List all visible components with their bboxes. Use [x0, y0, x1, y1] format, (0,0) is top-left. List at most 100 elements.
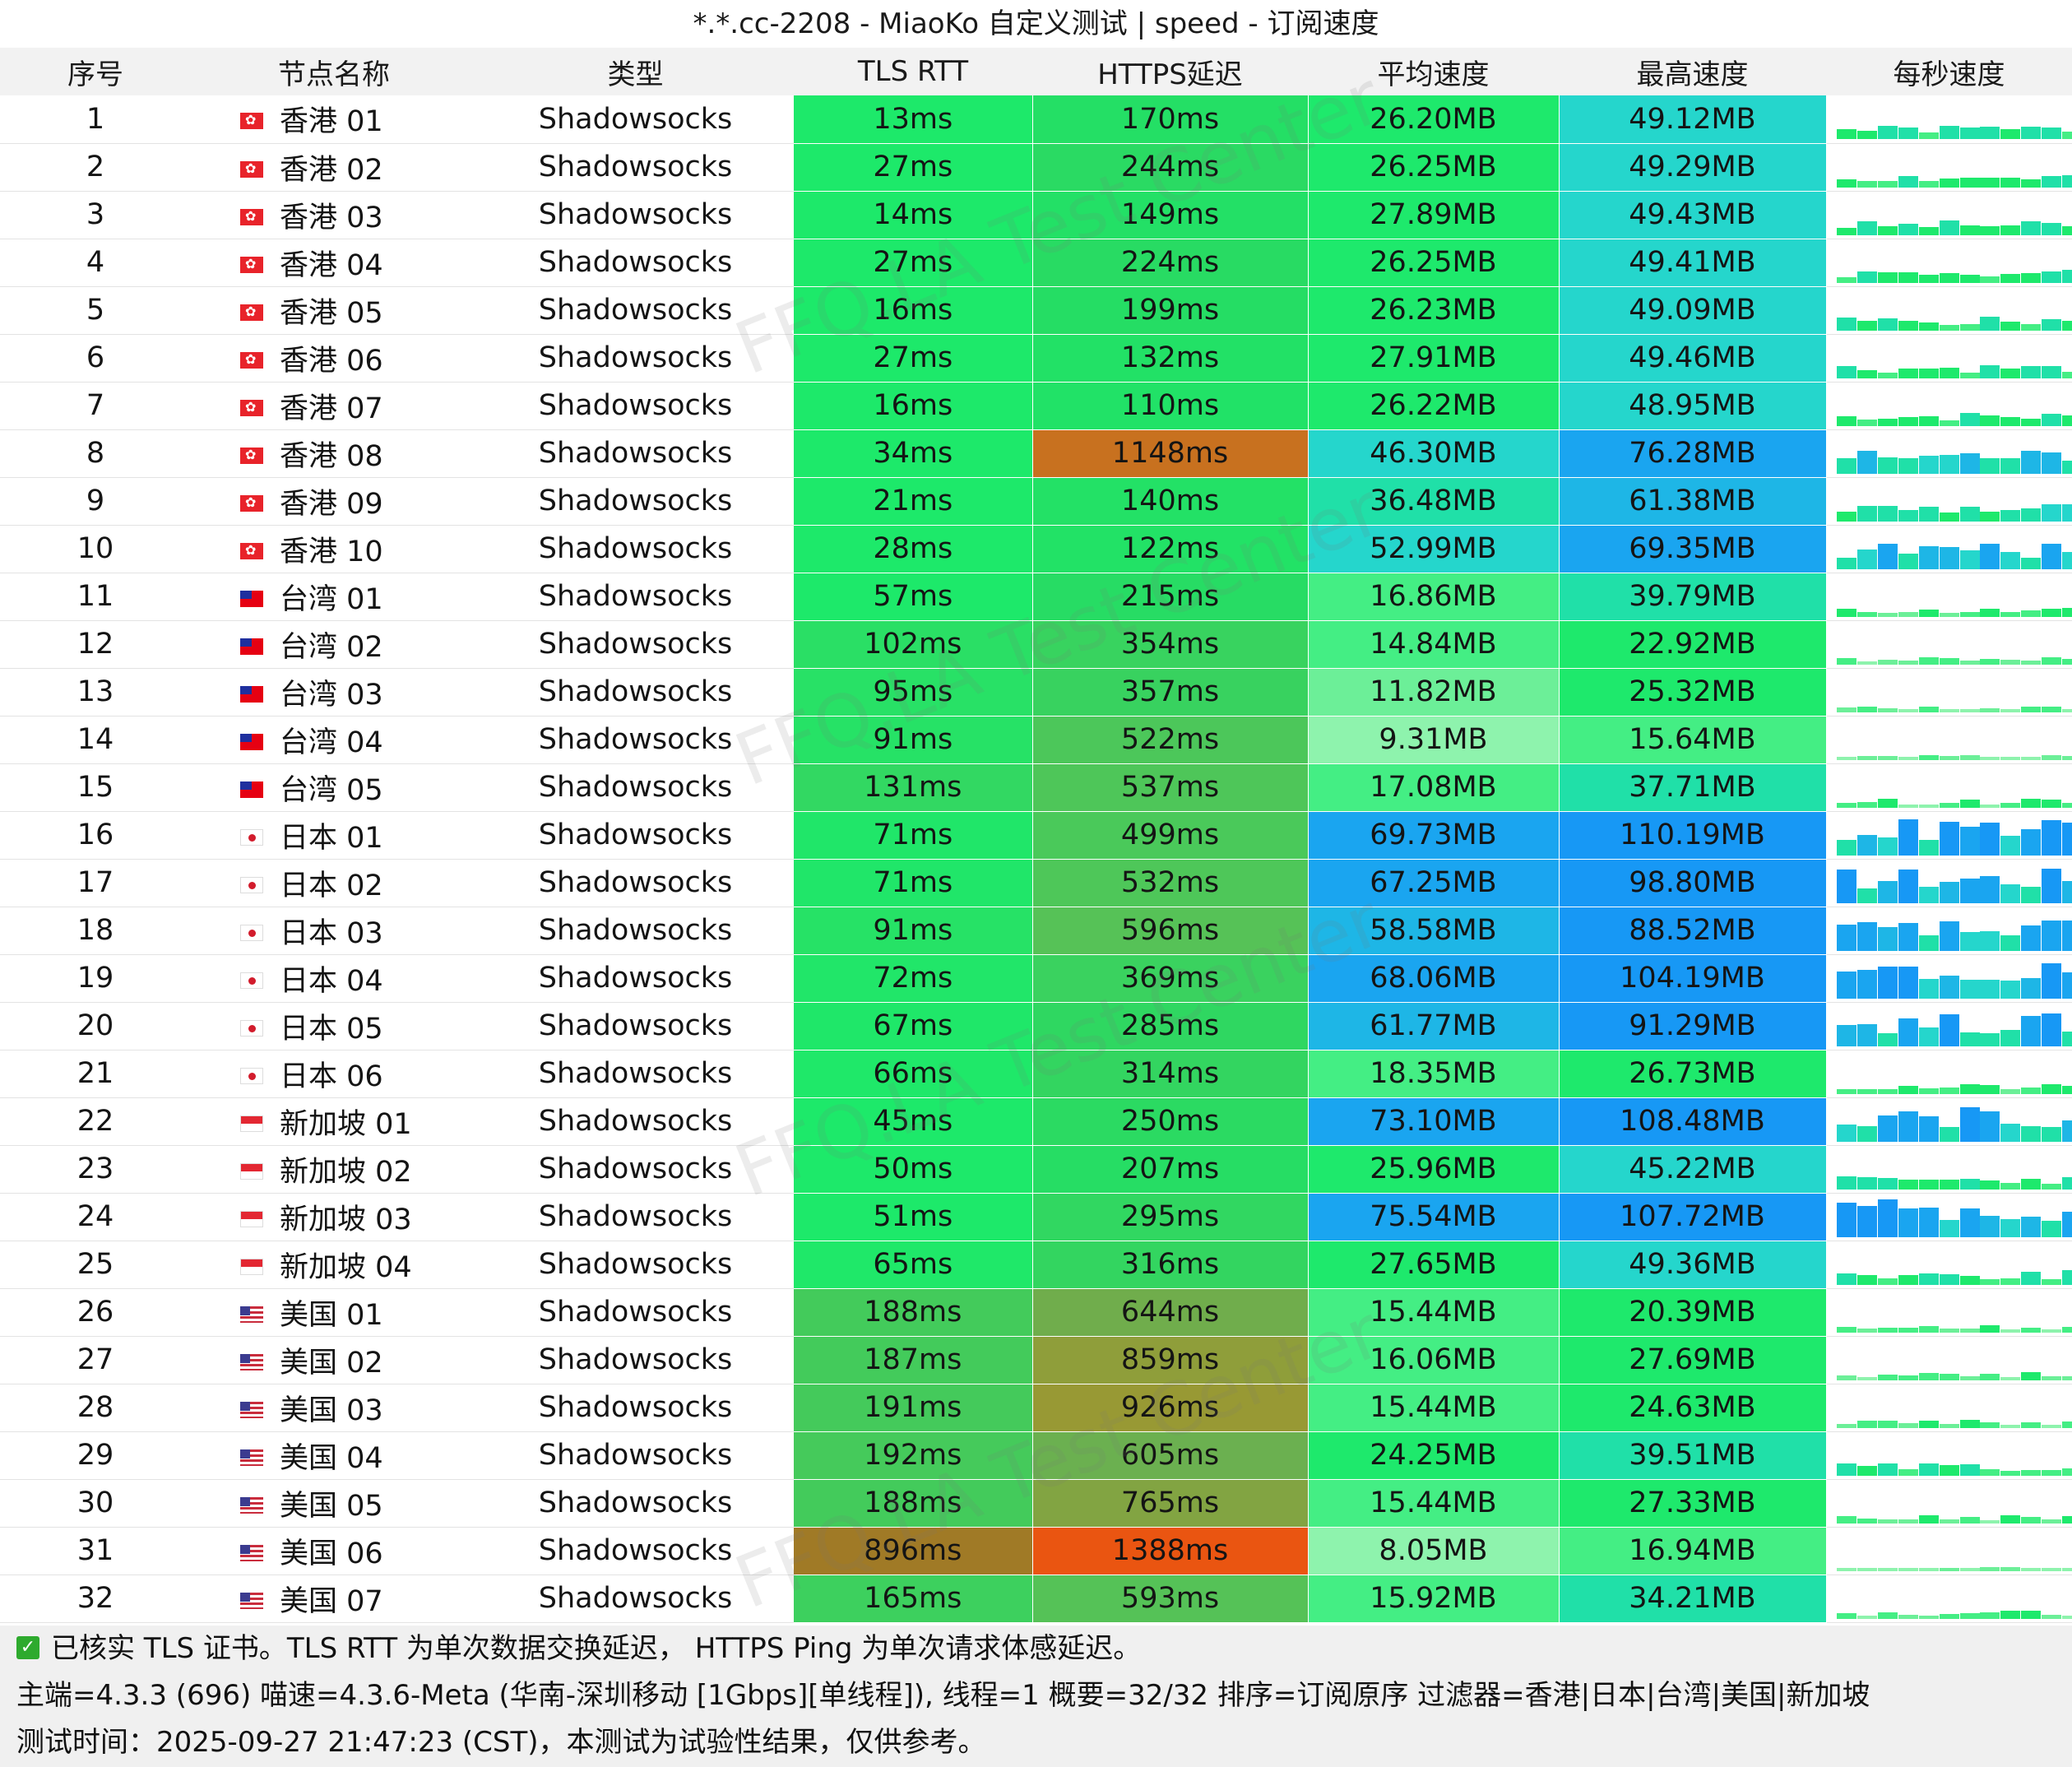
speed-bar: [1877, 1088, 1898, 1094]
speed-sparkline: [1827, 573, 2072, 620]
speed-sparkline: [1827, 144, 2072, 191]
cell-node-name: 新加坡 02: [191, 1145, 477, 1194]
cell-node-name: 香港 05: [191, 286, 477, 335]
table-row[interactable]: 19 日本 04 Shadowsocks 72ms 369ms 68.06MB 104.19…: [0, 954, 2072, 1003]
table-row[interactable]: 31 美国 06 Shadowsocks 896ms 1388ms 8.05MB 16.94…: [0, 1527, 2072, 1575]
cell-index: 31: [0, 1527, 191, 1575]
speed-sparkline: [1827, 526, 2072, 573]
cell-type: Shadowsocks: [477, 143, 794, 192]
table-row[interactable]: 17 日本 02 Shadowsocks 71ms 532ms 67.25MB 98.80M…: [0, 859, 2072, 907]
cell-avg-speed: 15.44MB: [1308, 1384, 1560, 1432]
table-row[interactable]: 24 新加坡 03 Shadowsocks 51ms 295ms 75.54MB 107.7…: [0, 1193, 2072, 1241]
cell-max-speed: 45.22MB: [1559, 1145, 1827, 1194]
cell-index: 11: [0, 573, 191, 621]
speed-bar: [1939, 1613, 1959, 1619]
speed-bar: [1856, 180, 1877, 188]
table-row[interactable]: 11 台湾 01 Shadowsocks 57ms 215ms 16.86MB 39.79M…: [0, 573, 2072, 621]
table-row[interactable]: 28 美国 03 Shadowsocks 191ms 926ms 15.44MB 24.63…: [0, 1384, 2072, 1432]
table-row[interactable]: 22 新加坡 01 Shadowsocks 45ms 250ms 73.10MB 108.4…: [0, 1097, 2072, 1146]
table-row[interactable]: 25 新加坡 04 Shadowsocks 65ms 316ms 27.65MB 49.36…: [0, 1241, 2072, 1289]
table-row[interactable]: 15 台湾 05 Shadowsocks 131ms 537ms 17.08MB 37.71…: [0, 763, 2072, 812]
speed-bar: [2020, 828, 2041, 856]
speed-bar: [1898, 1519, 1918, 1524]
cell-index: 14: [0, 716, 191, 764]
speed-bar: [2000, 225, 2020, 235]
cell-per-second-speed: [1826, 1097, 2072, 1146]
table-row[interactable]: 13 台湾 03 Shadowsocks 95ms 357ms 11.82MB 25.32M…: [0, 668, 2072, 717]
speed-bar: [1898, 1085, 1918, 1094]
header-max-speed[interactable]: 最高速度: [1636, 58, 1749, 91]
speed-bar: [2041, 1126, 2061, 1142]
flag-us-icon: [240, 1496, 263, 1514]
cell-max-speed: 39.79MB: [1559, 573, 1827, 621]
header-index[interactable]: 序号: [67, 58, 123, 91]
speed-bar: [1877, 1519, 1898, 1524]
speed-sparkline: [1827, 287, 2072, 334]
table-row[interactable]: 30 美国 05 Shadowsocks 188ms 765ms 15.44MB 27.33…: [0, 1479, 2072, 1528]
speed-bar: [2020, 660, 2041, 665]
table-row[interactable]: 21 日本 06 Shadowsocks 66ms 314ms 18.35MB 26.73M…: [0, 1050, 2072, 1098]
table-row[interactable]: 12 台湾 02 Shadowsocks 102ms 354ms 14.84MB 22.92…: [0, 620, 2072, 669]
speed-bar: [2041, 1083, 2061, 1094]
node-name-label: 台湾 02: [280, 630, 383, 664]
header-per-second-speed[interactable]: 每秒速度: [1893, 58, 2005, 91]
cell-https-latency: 926ms: [1032, 1384, 1309, 1432]
speed-bar: [1898, 1274, 1918, 1285]
header-https-latency[interactable]: HTTPS延迟: [1097, 58, 1243, 91]
table-header-row: 序号 节点名称 类型 TLS RTT HTTPS延迟 平均速度 最高速度 每秒速…: [0, 48, 2072, 95]
speed-bar: [1898, 553, 1918, 569]
speed-bar: [1836, 924, 1856, 951]
table-row[interactable]: 29 美国 04 Shadowsocks 192ms 605ms 24.25MB 39.51…: [0, 1431, 2072, 1480]
table-row[interactable]: 20 日本 05 Shadowsocks 67ms 285ms 61.77MB 91.29M…: [0, 1002, 2072, 1050]
speed-bar: [1877, 457, 1898, 474]
speed-bar: [2020, 1125, 2041, 1142]
speed-bar: [2000, 1424, 2020, 1428]
cell-node-name: 香港 08: [191, 429, 477, 478]
table-row[interactable]: 27 美国 02 Shadowsocks 187ms 859ms 16.06MB 27.69…: [0, 1336, 2072, 1384]
speed-bar: [1918, 1615, 1939, 1619]
header-avg-speed[interactable]: 平均速度: [1377, 58, 1490, 91]
table-row[interactable]: 16 日本 01 Shadowsocks 71ms 499ms 69.73MB 110.19…: [0, 811, 2072, 860]
table-row[interactable]: 14 台湾 04 Shadowsocks 91ms 522ms 9.31MB 15.64MB: [0, 716, 2072, 764]
cell-per-second-speed: [1826, 334, 2072, 383]
cell-type: Shadowsocks: [477, 859, 794, 907]
speed-bar: [1856, 505, 1877, 522]
speed-bar: [1918, 1420, 1939, 1428]
cell-https-latency: 316ms: [1032, 1241, 1309, 1289]
header-type[interactable]: 类型: [607, 58, 664, 91]
cell-max-speed: 49.12MB: [1559, 95, 1827, 144]
header-node-name[interactable]: 节点名称: [278, 58, 390, 91]
cell-avg-speed: 14.84MB: [1308, 620, 1560, 669]
speed-bar: [1836, 971, 1856, 999]
speed-sparkline: [1827, 1289, 2072, 1336]
cell-index: 23: [0, 1145, 191, 1194]
flag-hk-icon: [240, 398, 263, 416]
cell-avg-speed: 26.22MB: [1308, 382, 1560, 430]
flag-tw-icon: [240, 781, 263, 798]
cell-tls-rtt: 65ms: [794, 1241, 1033, 1289]
cell-index: 25: [0, 1241, 191, 1289]
cell-avg-speed: 11.82MB: [1308, 668, 1560, 717]
header-tls-rtt[interactable]: TLS RTT: [857, 55, 969, 88]
table-row[interactable]: 32 美国 07 Shadowsocks 165ms 593ms 15.92MB 34.21…: [0, 1575, 2072, 1623]
table-row[interactable]: 26 美国 01 Shadowsocks 188ms 644ms 15.44MB 20.39…: [0, 1288, 2072, 1337]
table-row[interactable]: 10 香港 10 Shadowsocks28ms122ms52.99MB69.35M…: [0, 525, 2072, 573]
speed-bar: [1959, 660, 1980, 665]
speed-bar: [1898, 368, 1918, 378]
speed-bar: [1856, 921, 1877, 951]
speed-bar: [1836, 1176, 1856, 1190]
table-row[interactable]: 8 香港 08 Shadowsocks34ms1148ms46.30MB76.28M…: [0, 429, 2072, 478]
table-row[interactable]: 18 日本 03 Shadowsocks 91ms 596ms 58.58MB 88.52M…: [0, 907, 2072, 955]
speed-bar: [1836, 365, 1856, 378]
speed-sparkline: [1827, 1432, 2072, 1479]
speed-bar: [1836, 1612, 1856, 1619]
table-row[interactable]: 23 新加坡 02 Shadowsocks 50ms 207ms 25.96MB 45.22…: [0, 1145, 2072, 1194]
